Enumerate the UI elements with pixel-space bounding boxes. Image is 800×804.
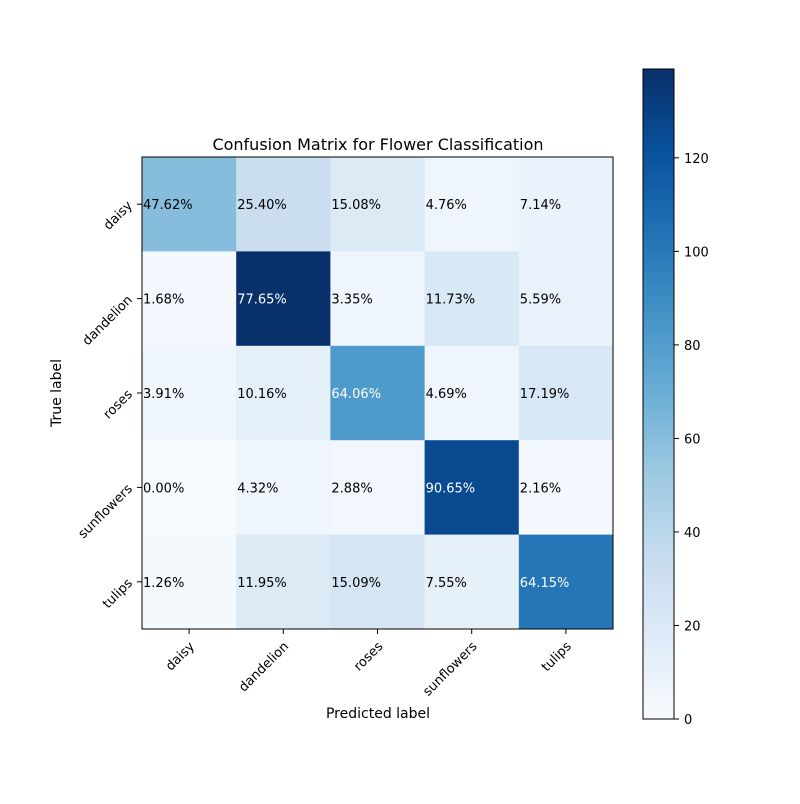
cell-value-label: 3.35% [331,293,372,308]
colorbar-tick-label: 40 [684,526,701,541]
x-tick-label: daisy [163,639,198,674]
heatmap-cell [142,345,237,441]
heatmap-cell [236,251,331,347]
cell-value-label: 15.09% [331,576,381,591]
cell-value-label: 4.32% [237,481,278,496]
y-axis-label: True label [49,359,65,428]
heatmap-cell [236,345,331,441]
cell-value-label: 11.73% [426,293,476,308]
cell-value-label: 11.95% [237,576,287,591]
cell-value-label: 77.65% [237,293,287,308]
heatmap-cells [142,157,614,630]
y-tick-label: roses [101,387,136,422]
cell-value-label: 15.08% [331,198,381,213]
heatmap-cell [236,440,331,536]
x-tick-label: tulips [539,639,575,675]
cell-value-label: 10.16% [237,387,287,402]
heatmap-cell [236,157,331,252]
cell-value-label: 0.00% [143,481,184,496]
cell-value-label: 7.55% [426,576,467,591]
cell-value-label: 25.40% [237,198,287,213]
cell-value-label: 64.15% [520,576,570,591]
colorbar-ticks: 0 20 40 60 80 100 120 [674,152,709,728]
x-axis-label: Predicted label [326,706,430,722]
cell-value-label: 2.88% [331,481,372,496]
cell-value-label: 90.65% [426,481,476,496]
x-axis-ticks: daisy dandelion roses sunflowers tulips [163,629,575,699]
cell-value-label: 3.91% [143,387,184,402]
chart-title: Confusion Matrix for Flower Classificati… [212,135,543,154]
colorbar-gradient [642,68,675,720]
heatmap-cell [518,251,614,347]
x-tick-label: dandelion [236,639,292,695]
heatmap-cell [330,251,426,347]
heatmap-cell [330,157,426,252]
heatmap-cell [518,345,614,441]
colorbar-tick-label: 120 [684,152,709,167]
heatmap-cell [330,345,426,441]
cell-value-label: 17.19% [520,387,570,402]
colorbar-tick-label: 60 [684,432,701,447]
cell-value-label: 4.76% [426,198,467,213]
heatmap-cell [518,440,614,536]
cell-value-label: 4.69% [426,387,467,402]
colorbar-tick-label: 100 [684,245,709,260]
y-tick-label: sunflowers [76,481,136,541]
x-tick-label: sunflowers [420,639,480,699]
heatmap-cell [424,157,520,252]
heatmap-cell-labels: 47.62% 25.40% 15.08% 4.76% 7.14% 1.68% 77.65% 3… [143,198,569,591]
heatmap-cell [518,157,614,252]
y-tick-label: daisy [101,198,136,233]
heatmap-cell [330,534,426,630]
colorbar-tick-label: 80 [684,339,701,354]
heatmap-cell [142,440,237,536]
heatmap-cell [142,251,237,347]
cell-value-label: 7.14% [520,198,561,213]
cell-value-label: 1.26% [143,576,184,591]
heatmap-cell [330,440,426,536]
heatmap-cell [142,157,237,252]
cell-value-label: 64.06% [331,387,381,402]
colorbar-tick-label: 0 [684,713,692,728]
colorbar: 0 20 40 60 80 100 120 [642,68,709,728]
heatmap-cell [142,534,237,630]
cell-value-label: 5.59% [520,293,561,308]
y-axis-ticks: daisy dandelion roses sunflowers tulips [76,198,142,612]
y-tick-label: tulips [100,576,136,612]
heatmap-cell [424,251,520,347]
heatmap-cell [236,534,331,630]
cell-value-label: 47.62% [143,198,193,213]
heatmap-cell [424,345,520,441]
heatmap-cell [424,534,520,630]
x-tick-label: roses [351,639,386,674]
cell-value-label: 2.16% [520,481,561,496]
y-tick-label: dandelion [80,293,136,349]
colorbar-tick-label: 20 [684,619,701,634]
heatmap-cell [518,534,614,630]
cell-value-label: 1.68% [143,293,184,308]
heatmap-cell [424,440,520,536]
